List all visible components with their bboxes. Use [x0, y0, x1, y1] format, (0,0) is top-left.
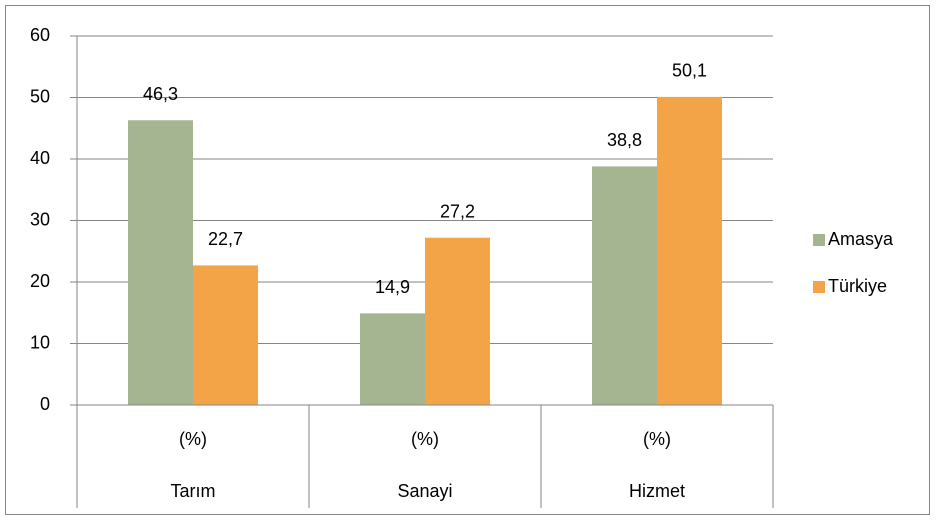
x-subcategory-label: (%) [179, 429, 207, 449]
y-tick-label: 0 [40, 394, 50, 414]
data-label: 27,2 [440, 201, 475, 221]
x-subcategory-label: (%) [643, 429, 671, 449]
legend-swatch [813, 281, 825, 293]
bar [592, 166, 657, 405]
y-tick-label: 10 [30, 332, 50, 352]
x-tick-label: Hizmet [629, 481, 685, 501]
data-label: 38,8 [607, 130, 642, 150]
bar [657, 96, 722, 405]
data-label: 22,7 [208, 229, 243, 249]
bar [425, 237, 490, 405]
x-subcategory-label: (%) [411, 429, 439, 449]
data-label: 14,9 [375, 277, 410, 297]
y-tick-label: 60 [30, 25, 50, 45]
data-label: 46,3 [143, 84, 178, 104]
data-label: 50,1 [672, 61, 707, 81]
y-tick-label: 30 [30, 209, 50, 229]
legend-label: Amasya [828, 229, 894, 249]
legend-label: Türkiye [828, 276, 887, 296]
y-tick-label: 40 [30, 148, 50, 168]
legend-swatch [813, 234, 825, 246]
x-tick-label: Tarım [171, 481, 216, 501]
y-tick-label: 50 [30, 86, 50, 106]
bar [193, 265, 258, 405]
bar [360, 313, 425, 405]
x-tick-label: Sanayi [397, 481, 452, 501]
y-tick-label: 20 [30, 271, 50, 291]
bar [128, 120, 193, 405]
